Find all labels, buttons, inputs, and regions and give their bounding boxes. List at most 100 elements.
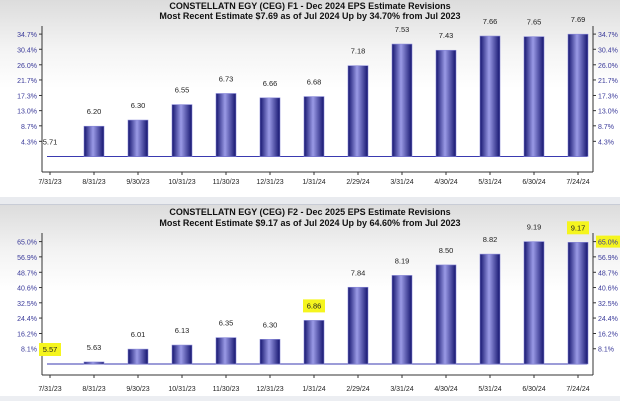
chart-subtitle: Most Recent Estimate $9.17 as of Jul 202… [159, 218, 460, 228]
bar [391, 43, 413, 157]
value-label: 9.19 [527, 223, 542, 232]
y-tick-label-right: 30.4% [598, 47, 618, 54]
bar [303, 96, 325, 157]
bar [391, 275, 413, 365]
chart-subtitle: Most Recent Estimate $7.69 as of Jul 202… [159, 11, 460, 21]
y-tick-label-left: 16.2% [17, 331, 37, 338]
bar [523, 36, 545, 157]
value-label: 7.18 [351, 47, 366, 56]
x-tick-label: 12/31/23 [256, 386, 283, 393]
y-tick-label-left: 48.7% [17, 270, 37, 277]
x-tick-label: 10/31/23 [168, 386, 195, 393]
bar [83, 125, 105, 157]
y-tick-label-left: 56.9% [17, 255, 37, 262]
y-tick-label-right: 17.3% [598, 93, 618, 100]
bar [259, 97, 281, 157]
highlight-marker [567, 221, 589, 235]
chart-title: CONSTELLATN EGY (CEG) F2 - Dec 2025 EPS … [169, 207, 450, 217]
y-tick-label-right: 56.9% [598, 255, 618, 262]
y-tick-label-right: 13.0% [598, 109, 618, 116]
x-tick-label: 12/31/23 [256, 179, 283, 186]
x-tick-label: 4/30/24 [434, 386, 457, 393]
y-tick-label-left: 17.3% [17, 93, 37, 100]
value-label: 6.30 [131, 101, 146, 110]
x-tick-label: 5/31/24 [478, 386, 501, 393]
y-tick-label-right: 26.0% [598, 63, 618, 70]
bar [215, 337, 237, 365]
value-label: 6.68 [307, 78, 322, 87]
value-label: 7.66 [483, 17, 498, 26]
value-label: 7.43 [439, 31, 454, 40]
value-label: 7.69 [571, 15, 586, 24]
y-tick-label-left: 13.0% [17, 109, 37, 116]
highlight-marker [39, 343, 61, 356]
y-tick-label-right: 8.7% [598, 124, 614, 131]
y-tick-label-left: 32.5% [17, 301, 37, 308]
x-tick-label: 6/30/24 [522, 386, 545, 393]
x-tick-label: 7/31/23 [38, 386, 61, 393]
value-label: 6.20 [87, 107, 102, 116]
value-label: 5.71 [43, 138, 58, 147]
x-tick-label: 2/29/24 [346, 179, 369, 186]
bar [83, 361, 105, 365]
x-tick-label: 3/31/24 [390, 386, 413, 393]
bar [479, 253, 501, 365]
x-tick-label: 2/29/24 [346, 386, 369, 393]
x-tick-label: 11/30/23 [213, 386, 240, 393]
chart-title: CONSTELLATN EGY (CEG) F1 - Dec 2024 EPS … [169, 1, 450, 11]
value-label: 6.01 [131, 330, 146, 339]
y-tick-label-right: 21.7% [598, 78, 618, 85]
bar [435, 264, 457, 365]
bar [347, 286, 369, 365]
bar [259, 339, 281, 365]
bar [347, 65, 369, 157]
y-tick-label-right: 24.4% [598, 316, 618, 323]
y-tick-label-right: 40.6% [598, 286, 618, 293]
value-label: 7.84 [351, 268, 366, 277]
value-label: 6.55 [175, 86, 190, 95]
bar [171, 104, 193, 157]
value-label: 7.65 [527, 18, 542, 27]
value-label: 7.53 [395, 25, 410, 34]
y-tick-label-left: 30.4% [17, 47, 37, 54]
value-label: 9.17 [571, 223, 586, 232]
highlight-marker [303, 299, 325, 313]
y-tick-label-right: 65.0% [598, 240, 618, 247]
value-label: 6.13 [175, 326, 190, 335]
y-tick-label-right: 32.5% [598, 301, 618, 308]
panel-divider [0, 197, 620, 204]
x-tick-label: 1/31/24 [302, 179, 325, 186]
bar [567, 33, 589, 157]
y-tick-label-left: 8.7% [21, 124, 37, 131]
y-tick-label-left: 24.4% [17, 316, 37, 323]
value-label: 6.86 [307, 301, 322, 310]
y-tick-label-right: 8.1% [598, 347, 614, 354]
bar [567, 241, 589, 365]
value-label: 6.66 [263, 79, 278, 88]
y-tick-label-left: 34.7% [17, 32, 37, 39]
y-tick-label-left: 21.7% [17, 78, 37, 85]
y-tick-label-left: 40.6% [17, 286, 37, 293]
value-label: 8.19 [395, 256, 410, 265]
value-label: 6.30 [263, 320, 278, 329]
x-tick-label: 9/30/23 [126, 179, 149, 186]
bar [127, 119, 149, 157]
bar [171, 344, 193, 365]
x-tick-label: 6/30/24 [522, 179, 545, 186]
bar [479, 35, 501, 157]
y-tick-label-right: 48.7% [598, 270, 618, 277]
x-tick-label: 1/31/24 [302, 386, 325, 393]
x-tick-label: 8/31/23 [82, 179, 105, 186]
bar [127, 348, 149, 365]
y-tick-label-right: 4.3% [598, 139, 614, 146]
bar [523, 241, 545, 365]
x-tick-label: 7/24/24 [566, 179, 589, 186]
y-tick-label-left: 8.1% [21, 347, 37, 354]
value-label: 5.57 [43, 345, 58, 354]
x-tick-label: 10/31/23 [168, 179, 195, 186]
y-tick-label-right: 34.7% [598, 32, 618, 39]
x-tick-label: 4/30/24 [434, 179, 457, 186]
x-tick-label: 9/30/23 [126, 386, 149, 393]
value-label: 6.73 [219, 74, 234, 83]
